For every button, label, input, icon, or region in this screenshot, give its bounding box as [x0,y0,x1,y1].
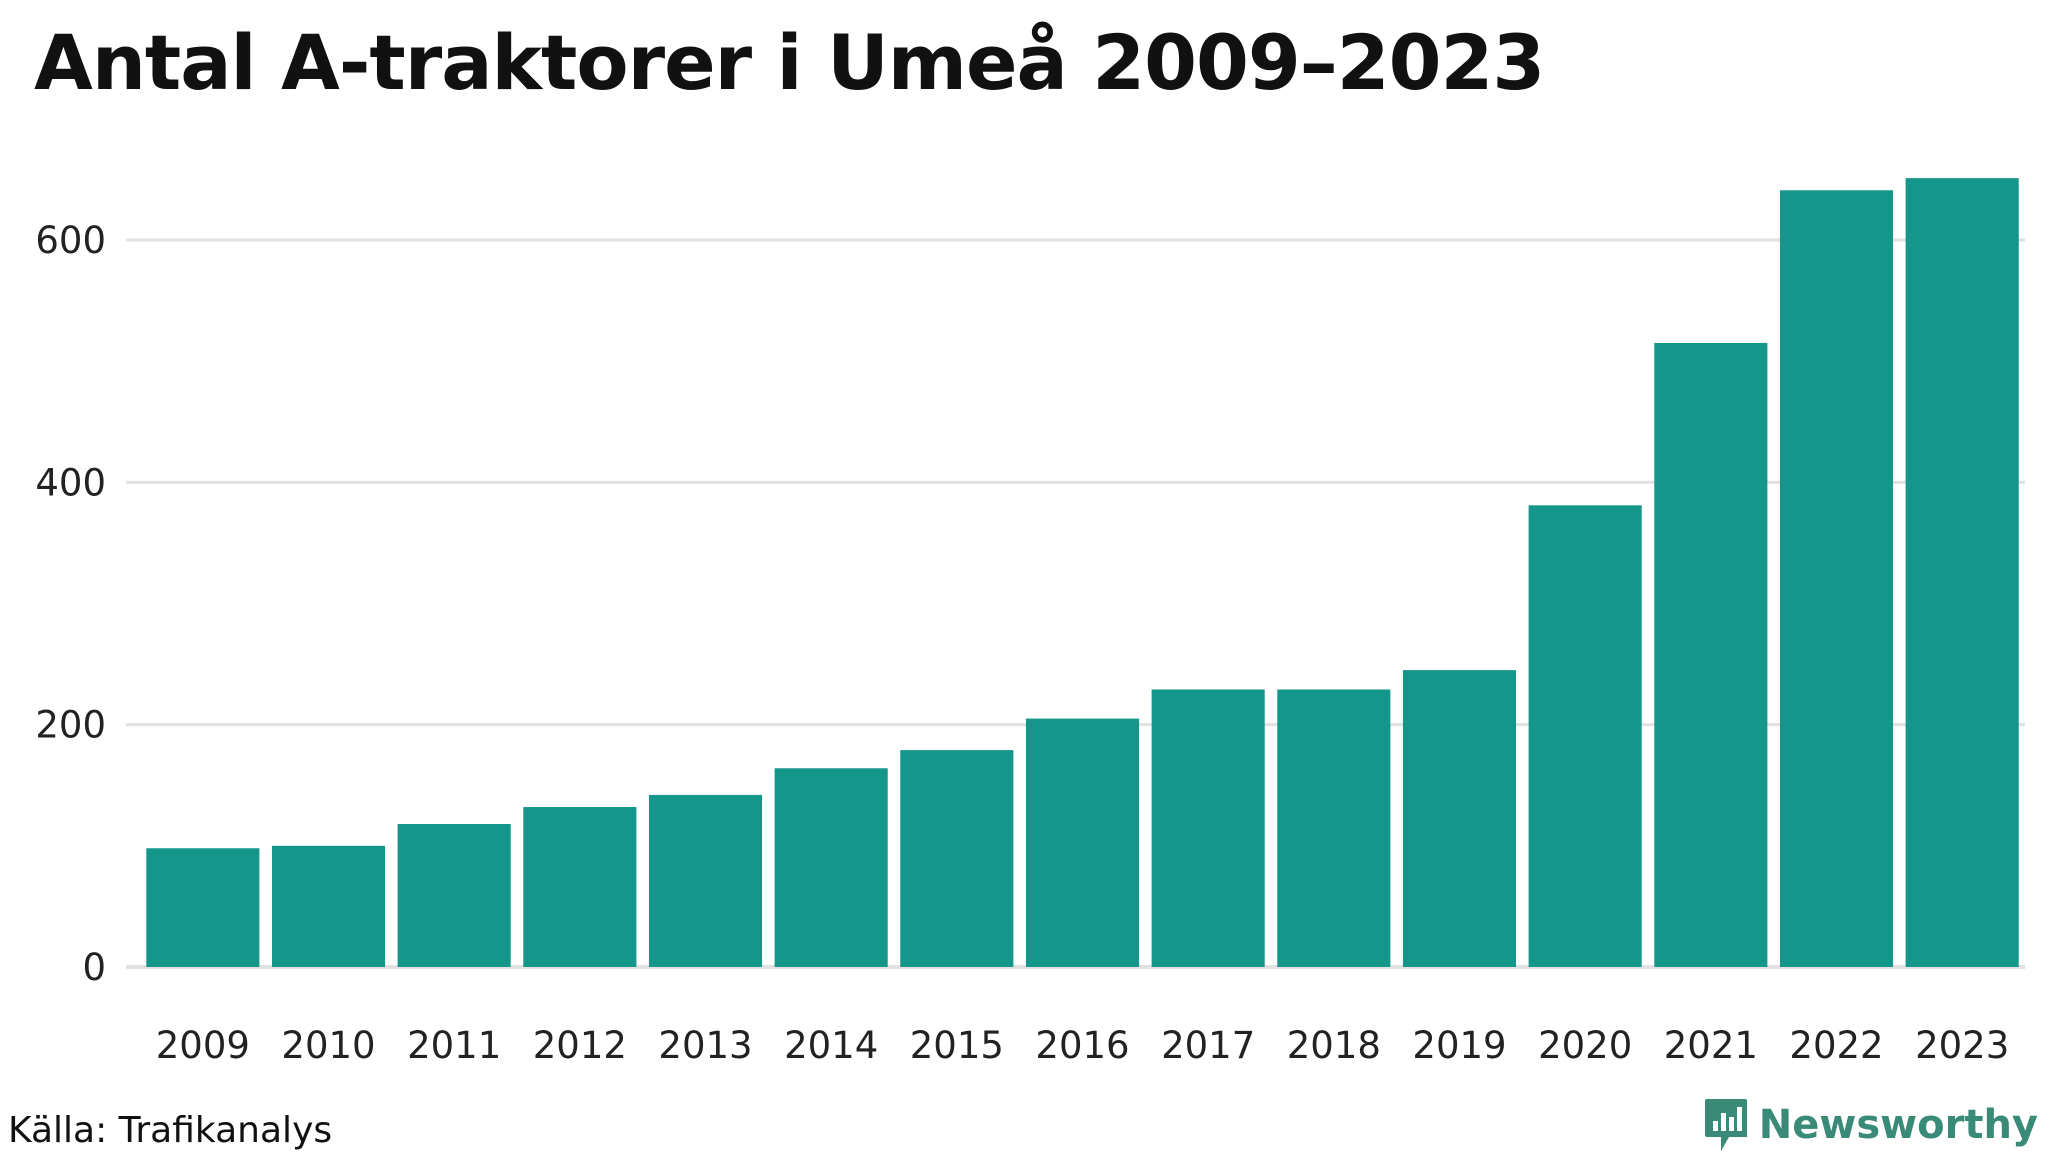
x-tick-label: 2020 [1538,1024,1632,1067]
bar-2009 [146,848,260,967]
bar-2010 [271,845,386,967]
x-tick-label: 2013 [658,1024,752,1067]
y-tick-label: 400 [35,461,106,504]
bars [146,178,2019,968]
x-tick-label: 2010 [281,1024,375,1067]
y-tick-label: 600 [35,219,106,262]
x-tick-label: 2015 [910,1024,1004,1067]
x-tick-label: 2023 [1915,1024,2009,1067]
source-note: Källa: Trafikanalys [8,1110,333,1151]
x-tick-label: 2019 [1412,1024,1506,1067]
x-tick-label: 2016 [1035,1024,1129,1067]
bar-2023 [1905,178,2019,967]
bar-2012 [523,807,637,967]
y-tick-label: 200 [35,704,106,747]
bar-2020 [1528,505,1642,967]
bar-2019 [1402,670,1517,967]
chart-title: Antal A-traktorer i Umeå 2009–2023 [34,18,1545,107]
y-axis-ticks: 0 200 400 600 [35,219,106,989]
x-tick-label: 2014 [784,1024,878,1067]
bar-2021 [1654,342,1768,967]
newsworthy-logo-icon [1704,1099,1747,1151]
bar-2011 [397,824,511,967]
bar-2015 [900,750,1014,967]
x-tick-label: 2021 [1664,1024,1758,1067]
x-tick-label: 2018 [1287,1024,1381,1067]
x-axis-ticks: 2009 2010 2011 2012 2013 2014 2015 2016 2017 2018… [156,1024,2010,1067]
x-tick-label: 2012 [533,1024,627,1067]
brand-logo: Newsworthy [1703,1097,2038,1153]
x-tick-label: 2011 [407,1024,501,1067]
brand-name: Newsworthy [1758,1102,2038,1148]
bar-2016 [1025,718,1140,967]
bar-2022 [1779,190,1894,968]
bar-2017 [1151,689,1265,967]
bar-2013 [648,794,763,967]
bar-2014 [774,768,888,967]
bar-2018 [1277,689,1391,967]
y-tick-label: 0 [82,946,106,989]
x-tick-label: 2022 [1789,1024,1883,1067]
x-tick-label: 2017 [1161,1024,1255,1067]
x-tick-label: 2009 [156,1024,250,1067]
